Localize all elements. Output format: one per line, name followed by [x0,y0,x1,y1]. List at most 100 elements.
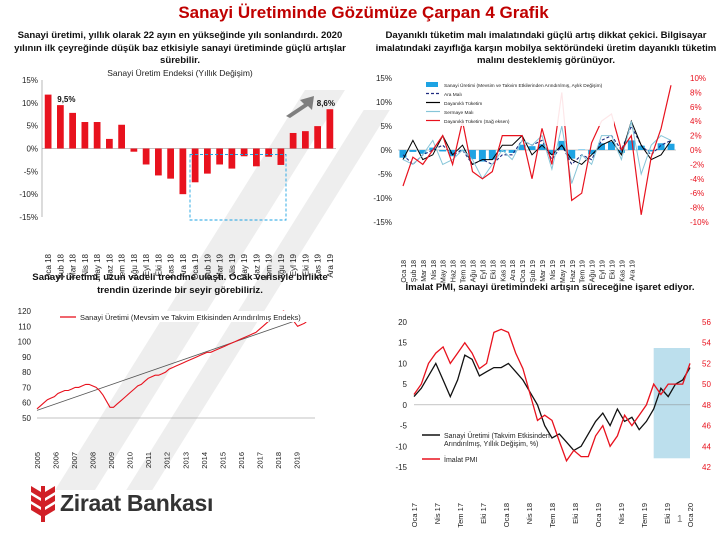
y-tick-label-right: 0% [690,146,702,155]
x-tick-label: 2014 [200,452,209,469]
bar [302,131,309,149]
y-tick-label-left: 15% [376,74,392,83]
y-tick-label-right: 52 [702,359,711,368]
bar [106,138,113,149]
bar [429,147,437,150]
x-tick-label: 2008 [89,452,98,469]
y-tick-label-right: 6% [690,103,702,112]
y-tick-label: 0% [26,145,38,154]
y-tick-label-right: 42 [702,463,711,472]
y-tick-label: 90 [22,353,31,362]
x-tick-label: Tem 18 [548,503,557,528]
x-tick-label: Nis 18 [81,253,90,276]
bar [528,146,536,150]
legend-label: Ara Malı [444,92,462,98]
x-tick-label: Haz 19 [570,260,577,282]
legend-label: Sanayi Üretimi (Takvim Etkisinden [444,432,550,440]
logo-text: Ziraat Bankası [60,490,214,516]
caption-4: İmalat PMI, sanayi üretimindeki artışın … [405,282,695,293]
bar [637,145,645,150]
x-tick-label: 2017 [255,452,264,469]
x-tick-label: Kas 18 [167,253,176,278]
x-tick-label: Mar 19 [540,260,547,282]
x-tick-label: 2005 [33,452,42,469]
y-tick-label-left: -15 [395,463,407,472]
y-tick-label: 50 [22,414,31,423]
bar [607,141,615,150]
data-label: 8,6% [317,99,335,108]
y-tick-label-left: 0% [380,146,392,155]
legend-background [52,311,324,322]
bar [617,150,625,153]
ziraat-logo: Ziraat Bankası [28,484,248,528]
y-tick-label-right: -10% [690,218,709,227]
x-tick-label: Şub 19 [530,260,537,282]
y-tick-label-right: 44 [702,442,711,451]
x-tick-label: Eki 19 [301,253,310,276]
y-tick-label-right: -2% [690,160,704,169]
x-tick-label: Eki 19 [663,503,672,524]
x-tick-label: Ağu 18 [130,253,139,279]
y-tick-label-left: 10 [398,359,407,368]
y-tick-label-right: -4% [690,175,704,184]
y-tick-label-left: 15 [398,339,407,348]
x-tick-label: Kas 19 [619,260,626,282]
y-tick-label: -5% [24,167,38,176]
series-line [413,354,691,452]
series-line [402,121,672,184]
bar [155,148,162,176]
bar [578,149,586,151]
x-tick-label: Oca 18 [401,260,408,283]
x-tick-label: 2013 [181,452,190,469]
bar [409,150,417,152]
trend-arrow [286,96,314,118]
bar [81,122,89,149]
x-tick-label: Şub 18 [411,260,418,282]
series-line [413,328,691,463]
x-tick-label: Ara 18 [179,253,188,277]
y-tick-label-right: 10% [690,74,706,83]
bar [277,148,285,165]
bar [548,150,556,155]
x-tick-label: Kas 18 [500,260,507,282]
y-tick-label: -10% [19,190,38,199]
legend-label: Dayanıklı Tüketim (Sağ eksen) [444,119,510,125]
y-tick-label-right: 2% [690,132,702,141]
x-tick-label: Eki 17 [479,503,488,524]
x-tick-label: 2006 [52,452,61,469]
bar [240,148,248,157]
bar [167,148,174,179]
trend-line [36,313,316,411]
legend-label: Sanayi Üretimi (Mevsim ve Takvim Etkiler… [444,82,603,89]
y-tick-label-right: 48 [702,401,711,410]
x-tick-label: Nis 19 [617,503,626,524]
bar [488,150,496,160]
chart-title: Sanayi Üretim Endeksi (Yıllık Değişim) [107,68,253,78]
bar [44,94,52,149]
y-tick-label-left: -5 [400,422,408,431]
x-tick-label: Haz 18 [105,253,114,279]
y-tick-label-right: 56 [702,318,711,327]
x-tick-label: May 19 [560,260,567,283]
x-tick-label: Oca 18 [502,503,511,527]
x-tick-label: Şub 18 [56,253,65,279]
y-tick-label: 60 [22,399,31,408]
bar [326,109,334,149]
y-tick-label-left: -10% [373,194,392,203]
x-tick-label: Eyl 18 [480,260,487,280]
x-tick-label: Eyl 18 [142,253,151,276]
bar [568,150,576,159]
x-tick-label: 2018 [274,452,283,469]
legend-swatch [426,82,438,87]
x-tick-label: Mar 18 [421,260,428,282]
x-tick-label: Eyl 19 [289,253,298,276]
x-tick-label: Oca 19 [191,253,200,279]
x-tick-label: 2007 [70,452,79,469]
legend-label: Dayanıklı Tüketim [444,101,482,107]
y-tick-label-right: -6% [690,189,704,198]
x-tick-label: 2009 [107,452,116,469]
x-tick-label: 2015 [218,452,227,469]
x-tick-label: Oca 19 [520,260,527,283]
x-tick-label: Ağu 19 [590,260,597,282]
